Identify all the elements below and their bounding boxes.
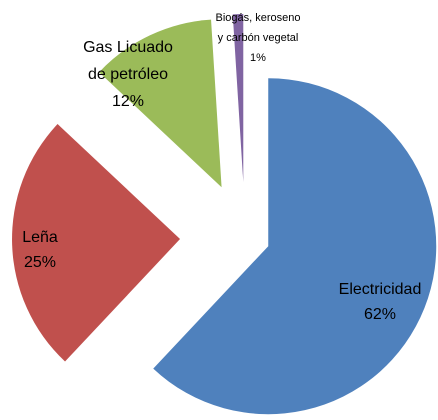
value-label: 1% [250, 52, 266, 64]
slice-label: Biogás, keroseno y carbón vegetal [216, 12, 301, 44]
slice-label: Electricidad [339, 281, 422, 298]
pie-slice [232, 14, 244, 183]
value-label: 12% [112, 93, 144, 110]
value-label: 25% [24, 254, 56, 271]
pie-slice [153, 78, 437, 415]
pie-slice [99, 19, 222, 188]
slice-label: Leña [22, 229, 58, 246]
value-label: 62% [364, 306, 396, 323]
slice-label: Gas Licuado de petróleo [83, 39, 173, 83]
pie-slice [12, 124, 181, 362]
